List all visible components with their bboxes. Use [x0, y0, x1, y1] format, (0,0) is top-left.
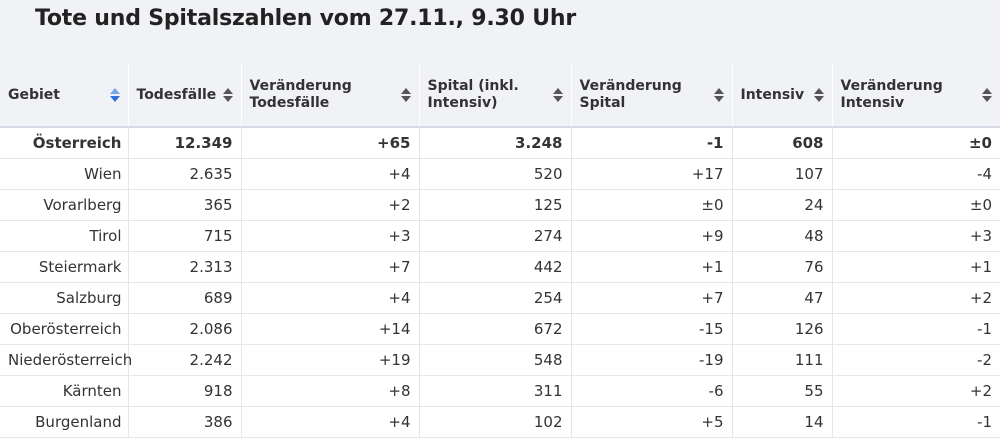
table-cell-veraenderung-todesfaelle: +3: [241, 221, 419, 252]
table-cell-veraenderung-intensiv: -4: [832, 159, 1000, 190]
table-cell-spital: 520: [419, 159, 571, 190]
table-cell-todesfaelle: 689: [128, 283, 241, 314]
table-cell-veraenderung-spital: +9: [571, 221, 732, 252]
table-cell-veraenderung-spital: +17: [571, 159, 732, 190]
table-cell-veraenderung-todesfaelle: +65: [241, 127, 419, 159]
table-cell-gebiet: Steiermark: [0, 252, 128, 283]
column-header-veraenderung-todesfaelle[interactable]: Veränderung Todesfälle: [241, 64, 419, 127]
table-cell-todesfaelle: 365: [128, 190, 241, 221]
page-title: Tote und Spitalszahlen vom 27.11., 9.30 …: [35, 6, 576, 31]
sort-arrows-icon[interactable]: [401, 87, 411, 103]
column-header-spital[interactable]: Spital (inkl. Intensiv): [419, 64, 571, 127]
table-cell-veraenderung-spital: +7: [571, 283, 732, 314]
table-cell-veraenderung-spital: -15: [571, 314, 732, 345]
table-cell-intensiv: 24: [732, 190, 832, 221]
table-cell-veraenderung-intensiv: +2: [832, 283, 1000, 314]
table-cell-todesfaelle: 2.086: [128, 314, 241, 345]
table-cell-gebiet: Vorarlberg: [0, 190, 128, 221]
table-cell-intensiv: 76: [732, 252, 832, 283]
sort-arrows-icon[interactable]: [714, 87, 724, 103]
table-cell-veraenderung-todesfaelle: +14: [241, 314, 419, 345]
sort-arrows-icon[interactable]: [982, 87, 992, 103]
table-cell-intensiv: 47: [732, 283, 832, 314]
table-cell-intensiv: 126: [732, 314, 832, 345]
table-cell-veraenderung-intensiv: +1: [832, 252, 1000, 283]
table-cell-veraenderung-todesfaelle: +7: [241, 252, 419, 283]
table-cell-veraenderung-intensiv: ±0: [832, 127, 1000, 159]
table-cell-veraenderung-todesfaelle: +4: [241, 283, 419, 314]
column-header-todesfaelle[interactable]: Todesfälle: [128, 64, 241, 127]
table-cell-intensiv: 608: [732, 127, 832, 159]
table-cell-intensiv: 48: [732, 221, 832, 252]
table-cell-intensiv: 111: [732, 345, 832, 376]
table-cell-veraenderung-spital: -1: [571, 127, 732, 159]
table-cell-todesfaelle: 2.313: [128, 252, 241, 283]
table-cell-veraenderung-intensiv: +3: [832, 221, 1000, 252]
table-cell-spital: 274: [419, 221, 571, 252]
column-header-label: Veränderung Spital: [580, 78, 732, 112]
table-cell-spital: 3.248: [419, 127, 571, 159]
table-cell-spital: 442: [419, 252, 571, 283]
table-header-bar: Tote und Spitalszahlen vom 27.11., 9.30 …: [0, 0, 1000, 64]
table-cell-veraenderung-todesfaelle: +8: [241, 376, 419, 407]
table-cell-spital: 254: [419, 283, 571, 314]
table-cell-veraenderung-todesfaelle: +2: [241, 190, 419, 221]
table-cell-veraenderung-spital: +1: [571, 252, 732, 283]
table-cell-gebiet: Oberösterreich: [0, 314, 128, 345]
table-cell-spital: 548: [419, 345, 571, 376]
table-cell-veraenderung-intensiv: -1: [832, 314, 1000, 345]
table-cell-veraenderung-todesfaelle: +19: [241, 345, 419, 376]
table-cell-gebiet: Tirol: [0, 221, 128, 252]
table-cell-todesfaelle: 12.349: [128, 127, 241, 159]
sort-arrows-icon[interactable]: [814, 87, 824, 103]
table-cell-veraenderung-spital: -6: [571, 376, 732, 407]
table-cell-gebiet: Salzburg: [0, 283, 128, 314]
table-cell-spital: 125: [419, 190, 571, 221]
table-cell-veraenderung-spital: -19: [571, 345, 732, 376]
column-header-intensiv[interactable]: Intensiv: [732, 64, 832, 127]
sort-arrows-icon[interactable]: [223, 87, 233, 103]
table-cell-todesfaelle: 2.242: [128, 345, 241, 376]
sort-arrows-icon[interactable]: [110, 87, 120, 103]
column-header-label: Veränderung Intensiv: [841, 78, 1000, 112]
table-cell-gebiet: Österreich: [0, 127, 128, 159]
table-cell-veraenderung-todesfaelle: +4: [241, 159, 419, 190]
table-cell-veraenderung-intensiv: +2: [832, 376, 1000, 407]
table-cell-todesfaelle: 715: [128, 221, 241, 252]
table-cell-todesfaelle: 2.635: [128, 159, 241, 190]
sort-arrows-icon[interactable]: [553, 87, 563, 103]
table-cell-intensiv: 107: [732, 159, 832, 190]
table-cell-gebiet: Wien: [0, 159, 128, 190]
column-header-gebiet[interactable]: Gebiet: [0, 64, 128, 127]
table-cell-gebiet: Niederösterreich: [0, 345, 128, 376]
column-header-label: Spital (inkl. Intensiv): [428, 78, 571, 112]
column-header-veraenderung-intensiv[interactable]: Veränderung Intensiv: [832, 64, 1000, 127]
table-cell-spital: 672: [419, 314, 571, 345]
table-cell-veraenderung-intensiv: -2: [832, 345, 1000, 376]
table-cell-gebiet: Kärnten: [0, 376, 128, 407]
table-cell-intensiv: 55: [732, 376, 832, 407]
column-header-label: Veränderung Todesfälle: [250, 78, 419, 112]
table-cell-todesfaelle: 918: [128, 376, 241, 407]
table-cell-veraenderung-intensiv: ±0: [832, 190, 1000, 221]
column-header-veraenderung-spital[interactable]: Veränderung Spital: [571, 64, 732, 127]
table-cell-veraenderung-spital: ±0: [571, 190, 732, 221]
table-cell-spital: 311: [419, 376, 571, 407]
